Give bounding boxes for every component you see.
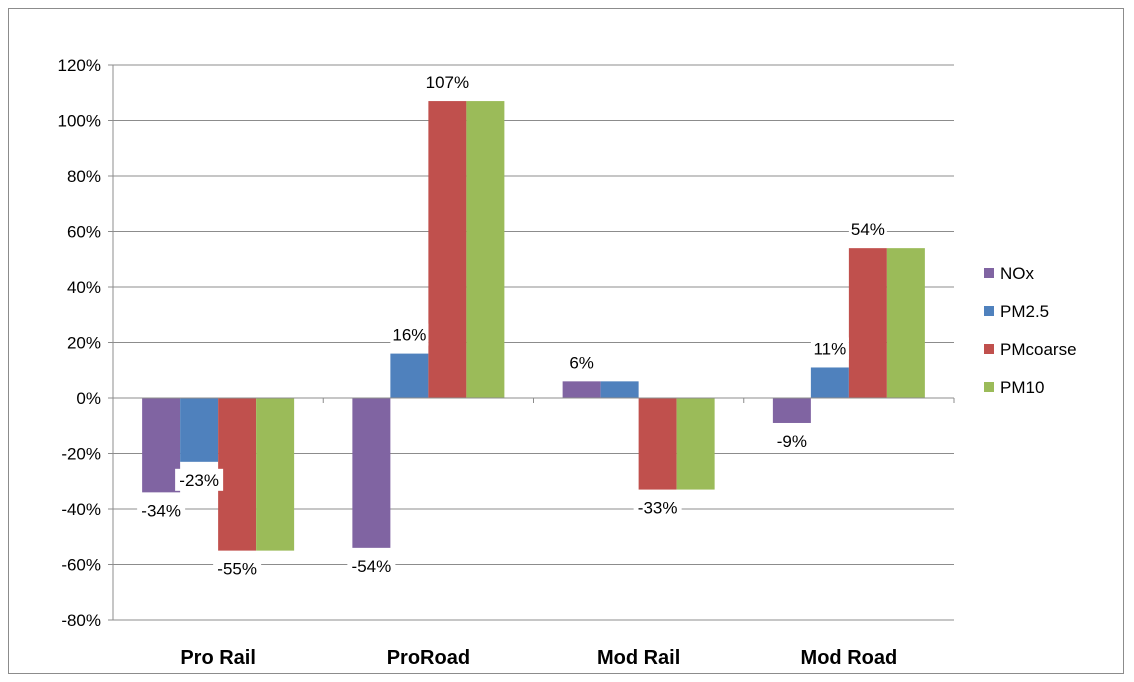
- legend-label: NOx: [1000, 264, 1035, 283]
- data-label: 107%: [426, 73, 469, 92]
- data-label: -55%: [217, 560, 257, 579]
- legend-swatch: [984, 344, 994, 354]
- bars: [142, 101, 925, 551]
- bar-pm10-proroad: [466, 101, 505, 398]
- bar-nox-mod-rail: [562, 381, 601, 398]
- bar-pmcoarse-pro-rail: [218, 398, 257, 551]
- data-label: 16%: [392, 326, 426, 345]
- data-label: -54%: [352, 557, 392, 576]
- legend-label: PM2.5: [1000, 302, 1049, 321]
- bar-nox-pro-rail: [142, 398, 181, 493]
- bar-nox-mod-road: [772, 398, 811, 423]
- data-labels: -34% -23% -55% -54% 16% 107% 6% -33% -9% 11% 54%: [137, 71, 887, 580]
- y-tick-label: 20%: [67, 334, 101, 353]
- data-label-background: [810, 337, 849, 360]
- bar-pm10-pro-rail: [256, 398, 295, 551]
- y-tick-label: -60%: [61, 556, 101, 575]
- y-tick-label: 80%: [67, 167, 101, 186]
- axes: -80% -60% -40% -20% 0% 20% 40% 60% 80% 100% 120% Pr…: [58, 56, 955, 669]
- data-label-background: [175, 468, 224, 491]
- data-label: 54%: [851, 220, 885, 239]
- data-label: -34%: [141, 501, 181, 520]
- y-tick-label: 120%: [58, 56, 101, 75]
- data-label-background: [137, 499, 186, 522]
- legend-label: PM10: [1000, 378, 1044, 397]
- bar-pmcoarse-mod-rail: [638, 398, 677, 490]
- bar-pm2-5-proroad: [390, 353, 429, 398]
- category-label: Pro Rail: [180, 647, 256, 669]
- y-tick-label: -40%: [61, 500, 101, 519]
- data-label: 11%: [813, 339, 846, 358]
- legend-swatch: [984, 268, 994, 278]
- y-tick-label: -80%: [61, 611, 101, 630]
- bar-pmcoarse-mod-road: [848, 248, 887, 398]
- data-label-background: [390, 323, 429, 346]
- bar-pm2-5-mod-rail: [600, 381, 639, 398]
- data-label: 6%: [569, 353, 594, 372]
- data-label-background: [633, 496, 682, 519]
- data-label: -33%: [638, 499, 678, 518]
- data-label-background: [347, 554, 396, 577]
- bar-pm2-5-mod-road: [810, 367, 849, 398]
- data-label-background: [848, 218, 887, 241]
- bar-pm10-mod-rail: [676, 398, 715, 490]
- bar-pmcoarse-proroad: [428, 101, 467, 398]
- y-tick-label: 60%: [67, 223, 101, 242]
- chart-frame: -80% -60% -40% -20% 0% 20% 40% 60% 80% 100% 120% Pr…: [8, 8, 1124, 674]
- data-label: -23%: [179, 471, 219, 490]
- data-label-background: [213, 557, 262, 580]
- legend-label: PMcoarse: [1000, 340, 1077, 359]
- legend: NOx PM2.5 PMcoarse PM10: [984, 264, 1077, 397]
- category-label: Mod Rail: [597, 647, 680, 669]
- bar-nox-proroad: [352, 398, 391, 548]
- bar-chart: -80% -60% -40% -20% 0% 20% 40% 60% 80% 100% 120% Pr…: [58, 56, 1077, 669]
- category-label: ProRoad: [387, 647, 470, 669]
- data-label: -9%: [777, 432, 807, 451]
- y-tick-label: 40%: [67, 278, 101, 297]
- legend-swatch: [984, 382, 994, 392]
- legend-swatch: [984, 306, 994, 316]
- y-tick-label: -20%: [61, 445, 101, 464]
- bar-pm2-5-pro-rail: [180, 398, 219, 462]
- data-label-background: [567, 351, 596, 374]
- y-tick-label: 100%: [58, 112, 101, 131]
- data-label-background: [772, 429, 811, 452]
- bar-pm10-mod-road: [886, 248, 925, 398]
- y-tick-label: 0%: [76, 389, 101, 408]
- data-label-background: [423, 71, 472, 94]
- category-label: Mod Road: [801, 647, 898, 669]
